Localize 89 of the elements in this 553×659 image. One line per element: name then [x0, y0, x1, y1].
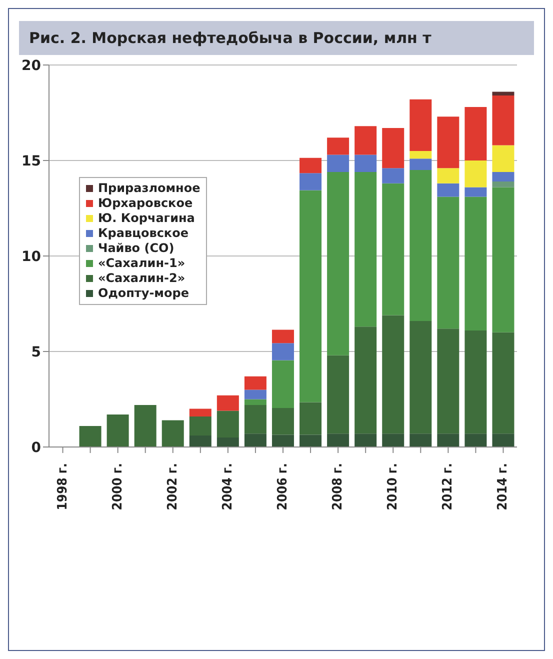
bar — [189, 436, 212, 447]
bar — [492, 187, 514, 332]
bar — [272, 434, 294, 447]
bar — [382, 128, 404, 168]
bar — [189, 416, 212, 436]
bar — [300, 158, 322, 174]
bar — [216, 410, 239, 438]
bar — [492, 96, 514, 146]
x-tick-label: 2004 г. — [220, 463, 236, 510]
bar — [272, 408, 294, 435]
bar — [492, 332, 514, 434]
legend-label: Юрхаровское — [98, 196, 193, 211]
bar — [410, 320, 432, 434]
bar — [410, 150, 432, 159]
bar — [354, 154, 377, 172]
bar — [300, 190, 322, 402]
legend-label: Кравцовское — [98, 226, 188, 241]
bar — [354, 172, 377, 327]
bar — [327, 355, 350, 434]
bar — [327, 138, 350, 155]
bar — [272, 343, 294, 360]
x-tick-label: 2006 г. — [276, 463, 290, 510]
bar — [437, 328, 460, 434]
bar — [492, 182, 514, 188]
bar — [244, 390, 266, 400]
bar — [382, 315, 404, 434]
bar — [134, 404, 156, 447]
bar — [437, 434, 460, 447]
bar — [244, 376, 266, 390]
legend-label: Чайво (СО) — [98, 241, 174, 256]
bar — [216, 437, 239, 447]
bar — [327, 154, 350, 172]
bar — [382, 183, 404, 316]
bar — [437, 183, 460, 197]
bar — [437, 196, 460, 329]
x-tick-label: 2014 г. — [496, 463, 511, 510]
legend-label: «Сахалин-2» — [98, 271, 186, 286]
bar — [327, 172, 350, 356]
bar — [464, 330, 487, 434]
bar — [382, 434, 404, 447]
bar — [354, 326, 377, 434]
bar — [382, 168, 404, 184]
x-tick-label: 2000 г. — [110, 463, 126, 510]
bar — [327, 434, 350, 447]
legend-label: Приразломное — [98, 181, 200, 196]
legend-label: «Сахалин-1» — [98, 256, 186, 271]
x-tick-label: 2002 г. — [165, 463, 180, 510]
bar — [79, 426, 102, 447]
y-tick-label: 5 — [31, 344, 41, 360]
bar — [464, 187, 487, 197]
bar — [272, 330, 294, 344]
bar — [300, 173, 322, 190]
bar — [244, 404, 266, 434]
bar — [162, 420, 184, 447]
y-tick-label: 15 — [22, 153, 41, 170]
y-tick-label: 10 — [22, 248, 42, 265]
y-tick-label: 0 — [31, 440, 42, 456]
bar — [244, 434, 266, 447]
bar — [189, 408, 212, 416]
bar — [354, 434, 377, 447]
bar — [272, 360, 294, 408]
x-tick-label: 2008 г. — [330, 463, 346, 510]
bar — [492, 172, 514, 182]
bar — [410, 434, 432, 447]
bar — [410, 170, 432, 321]
bar — [492, 145, 514, 172]
bar — [464, 196, 487, 330]
x-tick-label: 2010 г. — [386, 463, 401, 510]
y-tick-label: 20 — [22, 58, 42, 74]
bar — [354, 126, 377, 155]
legend-label: Одопту-море — [98, 286, 189, 301]
bar — [410, 99, 432, 151]
legend-label: Ю. Корчагина — [98, 211, 195, 226]
x-tick-label: 1998 г. — [55, 463, 70, 510]
bar — [464, 107, 487, 160]
bar — [492, 92, 514, 96]
bar — [464, 160, 487, 188]
x-tick-label: 2012 г. — [440, 463, 456, 510]
bar — [300, 402, 322, 435]
chart-title: Рис. 2. Морская нефтедобыча в России, млн т — [19, 21, 534, 55]
bar — [492, 434, 514, 447]
bar — [106, 414, 129, 447]
bar — [464, 434, 487, 447]
bar — [244, 399, 266, 405]
bar — [216, 395, 239, 411]
bar — [300, 434, 322, 447]
bar — [410, 158, 432, 170]
bar — [437, 168, 460, 184]
bar — [437, 116, 460, 168]
